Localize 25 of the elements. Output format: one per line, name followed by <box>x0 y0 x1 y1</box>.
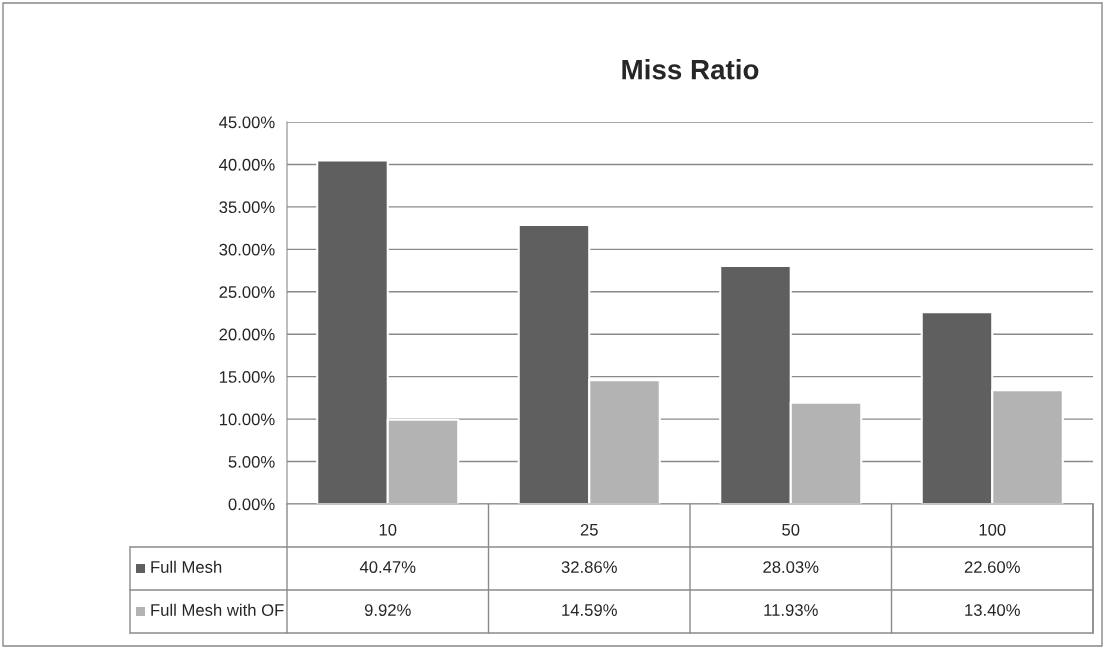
data-label: 9.92% <box>364 604 411 616</box>
y-tick-label: 5.00% <box>228 455 275 468</box>
legend-label: Full Mesh <box>151 560 222 573</box>
y-tick-label: 30.00% <box>219 243 275 256</box>
y-tick-label: 40.00% <box>219 158 275 171</box>
y-tick-label: 10.00% <box>219 413 275 426</box>
y-tick-label: 35.00% <box>219 201 275 214</box>
legend-label: Full Mesh with OF <box>151 603 284 616</box>
x-tick-label: 10 <box>379 523 397 536</box>
y-tick-label: 15.00% <box>219 371 275 383</box>
x-tick-label: 25 <box>580 523 598 536</box>
data-label: 22.60% <box>964 561 1020 573</box>
x-tick-label: 50 <box>782 523 800 536</box>
chart-title: Miss Ratio <box>622 59 759 80</box>
data-label: 32.86% <box>561 561 617 573</box>
y-tick-label: 45.00% <box>219 116 275 129</box>
y-tick-label: 0.00% <box>228 498 275 511</box>
data-label: 14.59% <box>562 604 617 616</box>
y-tick-label: 25.00% <box>219 286 275 298</box>
data-label: 28.03% <box>763 561 819 573</box>
data-label: 13.40% <box>965 604 1020 616</box>
data-label: 40.47% <box>359 561 416 573</box>
y-tick-label: 20.00% <box>219 328 275 341</box>
x-tick-label: 100 <box>979 523 1006 536</box>
data-label: 11.93% <box>764 604 818 616</box>
